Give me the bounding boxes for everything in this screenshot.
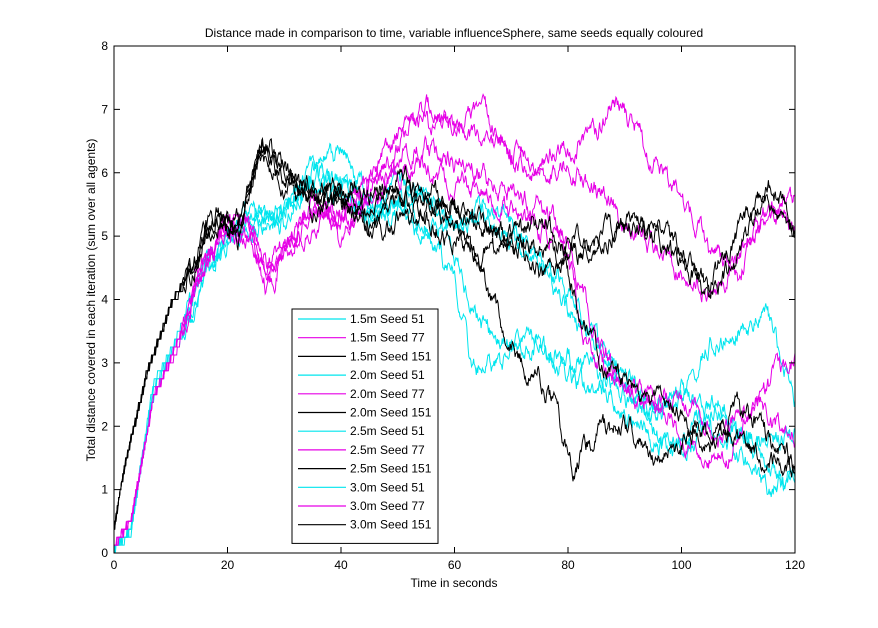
legend-entry: 2.0m Seed 77	[350, 387, 425, 401]
y-tick-label: 7	[101, 102, 108, 116]
series-line	[113, 136, 796, 530]
y-tick-label: 4	[101, 293, 108, 307]
legend-entry: 2.5m Seed 77	[350, 443, 425, 457]
x-tick-label: 0	[111, 558, 118, 572]
series-lines	[113, 93, 796, 554]
axis-ticks: 0 20 40 60 80 100 120 0 1 2 3 4 5 6 7 8	[101, 39, 805, 572]
chart-title: Distance made in comparison to time, var…	[205, 26, 703, 40]
series-line	[113, 141, 796, 530]
y-axis-label: Total distance covered in each iteration…	[84, 139, 98, 462]
x-axis-label: Time in seconds	[411, 576, 498, 590]
legend-entry: 1.5m Seed 77	[350, 331, 425, 345]
x-tick-label: 20	[221, 558, 235, 572]
y-tick-label: 3	[101, 356, 108, 370]
legend-entry: 2.0m Seed 51	[350, 368, 425, 382]
legend: 1.5m Seed 51 1.5m Seed 77 1.5m Seed 151 2.0…	[291, 308, 439, 544]
series-line	[114, 152, 796, 530]
x-tick-label: 80	[561, 558, 575, 572]
y-tick-label: 1	[101, 483, 108, 497]
legend-box	[291, 308, 439, 544]
legend-entry: 1.5m Seed 151	[350, 349, 432, 363]
y-tick-label: 8	[101, 39, 108, 53]
legend-entry: 2.5m Seed 51	[350, 424, 425, 438]
legend-entry: 3.0m Seed 151	[350, 518, 432, 532]
legend-entry: 2.5m Seed 151	[350, 462, 432, 476]
x-tick-label: 60	[448, 558, 462, 572]
y-tick-label: 0	[101, 546, 108, 560]
legend-entry: 3.0m Seed 77	[350, 499, 425, 513]
legend-entry: 2.0m Seed 151	[350, 406, 432, 420]
x-tick-label: 120	[785, 558, 805, 572]
series-line	[114, 94, 796, 546]
series-line	[114, 138, 796, 530]
y-tick-label: 6	[101, 166, 108, 180]
x-tick-label: 100	[671, 558, 691, 572]
y-tick-label: 5	[101, 229, 108, 243]
legend-entry: 1.5m Seed 51	[350, 312, 425, 326]
x-tick-label: 40	[334, 558, 348, 572]
y-tick-label: 2	[101, 419, 108, 433]
legend-entry: 3.0m Seed 51	[350, 480, 425, 494]
series-line	[113, 164, 796, 554]
